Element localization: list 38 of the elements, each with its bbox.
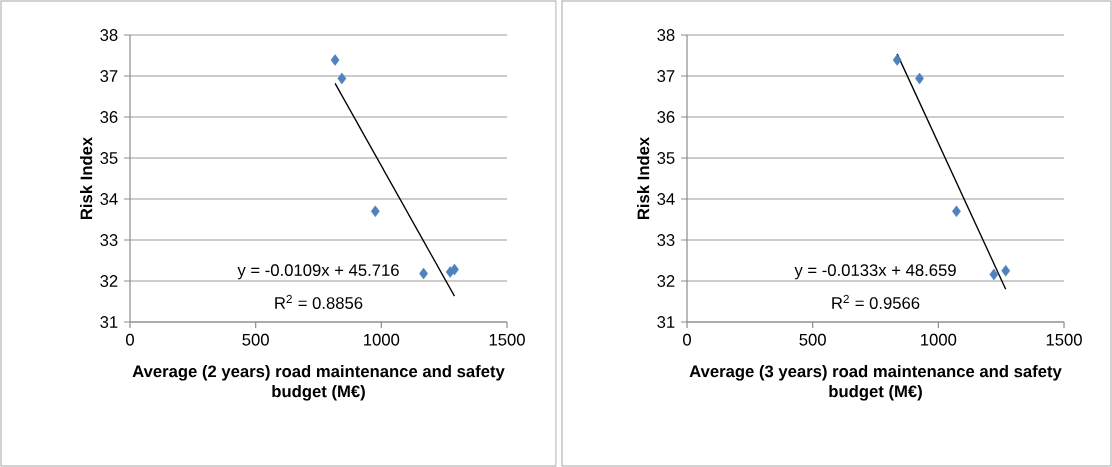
point [330, 54, 340, 66]
y-tick-label: 35 [657, 152, 675, 164]
x-tick-label: 1000 [364, 333, 400, 346]
point [337, 72, 347, 85]
x-tick-label: 1000 [921, 333, 957, 346]
y-tick-label: 32 [657, 275, 675, 287]
annotation: R$^{2}$ = 0.9566 [832, 294, 920, 309]
y-tick-label: 38 [100, 29, 118, 41]
y-tick-label: 32 [100, 275, 118, 287]
x-tick-label: 500 [242, 333, 269, 346]
x-axis-title: Average (3 years) road maintenance and safety budget (M€) [689, 364, 1062, 401]
x-tick-label: 0 [683, 333, 691, 346]
y-tick-label: 33 [657, 234, 675, 246]
y-axis-title: Risk Index [637, 136, 650, 220]
y-tick-label: 36 [100, 111, 118, 123]
point [892, 54, 902, 66]
y-tick-label: 37 [657, 70, 675, 82]
y-tick-label: 37 [100, 70, 118, 82]
y-tick-label: 31 [100, 316, 118, 328]
y-tick-label: 35 [100, 152, 118, 164]
point [989, 268, 999, 281]
annotation: R$^{2}$ = 0.8856 [275, 294, 363, 309]
y-tick-label: 36 [657, 111, 675, 123]
annotation: y = -0.0133x + 48.659 [794, 264, 956, 280]
y-tick-label: 33 [100, 234, 118, 246]
y-tick-label: 34 [100, 193, 118, 205]
x-tick-label: 1500 [1046, 333, 1082, 346]
point [1001, 264, 1011, 277]
y-tick-label: 34 [657, 193, 675, 205]
x-tick-label: 0 [126, 333, 134, 346]
y-tick-label: 31 [657, 316, 675, 328]
x-axis-title: Average (2 years) road maintenance and safety budget (M€) [132, 364, 505, 401]
x-tick-label: 500 [799, 333, 826, 346]
point [370, 205, 380, 218]
y-tick-label: 38 [657, 29, 675, 41]
annotation: y = -0.0109x + 45.716 [237, 264, 399, 280]
y-axis-title: Risk Index [80, 136, 93, 220]
x-tick-label: 1500 [489, 333, 525, 346]
